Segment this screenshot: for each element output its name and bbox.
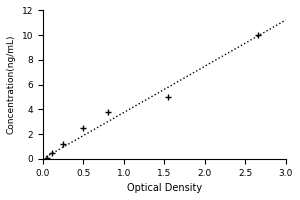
X-axis label: Optical Density: Optical Density [127,183,202,193]
Y-axis label: Concentration(ng/mL): Concentration(ng/mL) [7,35,16,134]
